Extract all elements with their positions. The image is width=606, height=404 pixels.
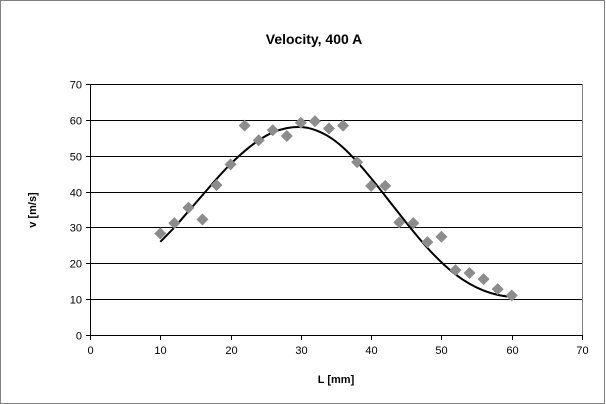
y-tick-label-60: 60 <box>70 116 82 128</box>
x-tick-label-50: 50 <box>435 345 447 357</box>
x-tick-label-30: 30 <box>295 345 307 357</box>
y-tick-label-10: 10 <box>70 295 82 307</box>
y-tick-label-30: 30 <box>70 223 82 235</box>
data-point-5 <box>224 158 237 171</box>
axes-layer <box>90 84 583 336</box>
y-tick-label-50: 50 <box>70 152 82 164</box>
data-point-2 <box>182 201 195 214</box>
y-tick-label-20: 20 <box>70 259 82 271</box>
y-tick-label-40: 40 <box>70 188 82 200</box>
data-point-25 <box>505 289 518 302</box>
data-point-1 <box>168 217 181 230</box>
x-tick-label-60: 60 <box>506 345 518 357</box>
x-axis-label: L [mm] <box>318 374 355 386</box>
data-point-11 <box>308 115 321 128</box>
data-point-7 <box>252 134 265 147</box>
chart-title: Velocity, 400 A <box>266 31 363 47</box>
data-point-24 <box>491 283 504 296</box>
data-point-0 <box>154 227 167 240</box>
data-point-23 <box>477 273 490 286</box>
data-point-19 <box>421 236 434 249</box>
data-point-14 <box>351 156 364 169</box>
data-point-8 <box>266 124 279 137</box>
data-point-13 <box>337 119 350 132</box>
data-point-17 <box>393 216 406 229</box>
data-point-22 <box>463 266 476 279</box>
data-point-20 <box>435 230 448 243</box>
data-point-18 <box>407 217 420 230</box>
data-point-9 <box>280 129 293 142</box>
data-point-4 <box>210 179 223 192</box>
y-tick-label-70: 70 <box>70 80 82 92</box>
x-tick-label-20: 20 <box>225 345 237 357</box>
data-points-layer <box>154 115 518 302</box>
x-tick-label-10: 10 <box>154 345 166 357</box>
ticks-layer: 0 10 20 30 40 50 60 70 0 10 20 30 40 50 60 70 <box>70 80 589 358</box>
data-point-3 <box>196 213 209 226</box>
y-axis-label: v [m/s] <box>27 192 39 228</box>
data-point-15 <box>365 179 378 192</box>
x-tick-label-0: 0 <box>87 345 93 357</box>
data-point-21 <box>449 264 462 277</box>
data-point-16 <box>379 179 392 192</box>
x-tick-label-40: 40 <box>365 345 377 357</box>
data-point-12 <box>322 122 335 135</box>
y-tick-label-0: 0 <box>76 331 82 343</box>
data-point-6 <box>238 119 251 132</box>
x-tick-label-70: 70 <box>576 345 588 357</box>
data-point-10 <box>294 116 307 129</box>
grid-layer <box>90 84 582 300</box>
